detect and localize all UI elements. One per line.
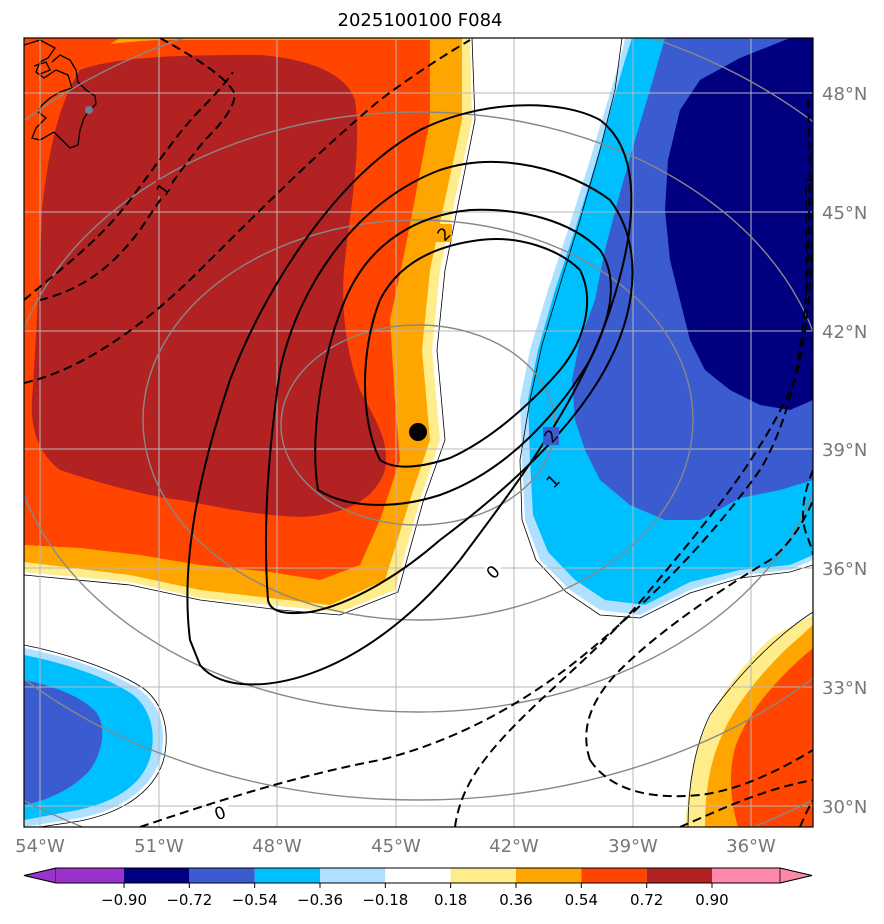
colorbar-tick-label: 0.18 — [434, 891, 467, 909]
colorbar-extend-high — [779, 867, 813, 884]
coastline — [24, 39, 97, 149]
colorbar-segment — [56, 868, 124, 883]
colorbar-tick-label: 0.72 — [630, 891, 663, 909]
storm-center-marker — [409, 423, 427, 441]
gridlines — [24, 38, 813, 827]
lon-label: 51°W — [134, 836, 184, 857]
colorbar-segment — [516, 868, 582, 883]
lon-label: 39°W — [608, 836, 658, 857]
lon-label: 54°W — [15, 836, 65, 857]
colorbar-segment — [254, 868, 320, 883]
colorbar-extend-low — [23, 867, 57, 884]
lat-label: 42°N — [822, 322, 867, 343]
colorbar-tick-label: −0.72 — [166, 891, 212, 909]
longitude-axis-labels: 54°W 51°W 48°W 45°W 42°W 39°W 36°W — [15, 836, 776, 857]
se-zero-outline — [687, 611, 813, 827]
island-marker — [85, 106, 93, 114]
colorbar-tick-label: 0.90 — [695, 891, 728, 909]
lat-label: 48°N — [822, 84, 867, 105]
map-title: 2025100100 F084 — [338, 10, 503, 31]
colorbar: −0.90 −0.72 −0.54 −0.36 −0.18 0.18 0.36 0.54 0.7… — [23, 867, 813, 909]
colorbar-tick-label: 0.36 — [499, 891, 532, 909]
fill-cold-navy — [665, 38, 813, 410]
colorbar-segment — [646, 868, 712, 883]
lat-label: 45°N — [822, 203, 867, 224]
colorbar-segment — [712, 868, 780, 883]
lat-label: 33°N — [822, 678, 867, 699]
colorbar-tick-label: −0.54 — [232, 891, 278, 909]
colorbar-tick-label: 0.54 — [565, 891, 598, 909]
lon-label: 48°W — [252, 836, 302, 857]
colorbar-segment — [189, 868, 255, 883]
contour-labels: 1 2 2 1 0 0 — [153, 180, 565, 825]
colorbar-segment — [581, 868, 647, 883]
colorbar-segment — [385, 868, 451, 883]
latitude-axis-labels: 48°N 45°N 42°N 39°N 36°N 33°N 30°N — [822, 84, 867, 818]
sw-zero-outline — [24, 644, 167, 827]
negative-contours — [24, 38, 813, 827]
positive-contours — [186, 104, 634, 686]
map-area: 1 2 2 1 0 0 — [24, 38, 813, 827]
lon-label: 45°W — [371, 836, 421, 857]
map-frame — [23, 37, 814, 828]
cold-zero-outline — [519, 38, 813, 619]
colorbar-segment — [124, 868, 190, 883]
lat-label: 36°N — [822, 559, 867, 580]
fill-warm-darkred — [31, 55, 386, 517]
colorbar-tick-label: −0.36 — [297, 891, 343, 909]
lon-label: 36°W — [726, 836, 776, 857]
colorbar-segment — [320, 868, 386, 883]
colorbar-segments — [23, 867, 813, 884]
lat-label: 39°N — [822, 440, 867, 461]
lat-label: 30°N — [822, 797, 867, 818]
lon-label: 42°W — [489, 836, 539, 857]
colorbar-ticks: −0.90 −0.72 −0.54 −0.36 −0.18 0.18 0.36 0.54 0.7… — [101, 883, 729, 909]
colorbar-tick-label: −0.90 — [101, 891, 147, 909]
colorbar-outline — [23, 867, 813, 884]
fill-sw-royalblue — [24, 680, 103, 805]
colorbar-segment — [450, 868, 516, 883]
colorbar-tick-label: −0.18 — [362, 891, 408, 909]
